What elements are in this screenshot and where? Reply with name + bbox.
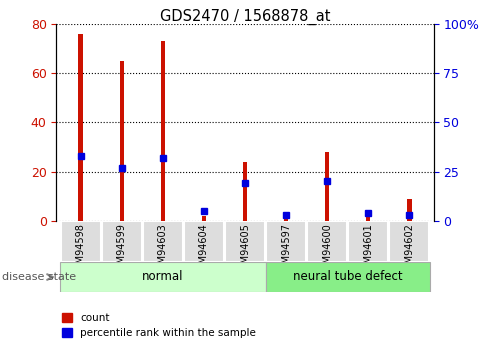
Text: GSM94599: GSM94599 [117, 223, 127, 276]
Text: normal: normal [142, 270, 184, 283]
FancyBboxPatch shape [348, 221, 388, 262]
Bar [284, 214, 289, 221]
FancyBboxPatch shape [225, 221, 265, 262]
FancyBboxPatch shape [267, 221, 306, 262]
Text: GSM94605: GSM94605 [240, 223, 250, 276]
Text: GSM94604: GSM94604 [199, 223, 209, 276]
Text: GSM94601: GSM94601 [363, 223, 373, 276]
Text: disease state: disease state [2, 272, 76, 282]
FancyBboxPatch shape [61, 221, 100, 262]
Legend: count, percentile rank within the sample: count, percentile rank within the sample [62, 313, 256, 338]
Bar [201, 216, 206, 221]
Bar [324, 152, 329, 221]
Bar [366, 214, 370, 221]
Bar [161, 41, 166, 221]
FancyBboxPatch shape [143, 221, 183, 262]
FancyBboxPatch shape [184, 221, 223, 262]
FancyBboxPatch shape [266, 262, 430, 292]
Text: GSM94598: GSM94598 [76, 223, 86, 276]
Bar [243, 162, 247, 221]
Bar [78, 34, 83, 221]
FancyBboxPatch shape [60, 262, 266, 292]
Bar [120, 61, 124, 221]
Text: GSM94597: GSM94597 [281, 223, 291, 276]
Text: GDS2470 / 1568878_at: GDS2470 / 1568878_at [160, 9, 330, 25]
Text: GSM94602: GSM94602 [404, 223, 414, 276]
FancyBboxPatch shape [390, 221, 429, 262]
FancyBboxPatch shape [102, 221, 142, 262]
Text: GSM94603: GSM94603 [158, 223, 168, 276]
Bar [407, 199, 412, 221]
FancyBboxPatch shape [307, 221, 347, 262]
Text: GSM94600: GSM94600 [322, 223, 332, 276]
Text: neural tube defect: neural tube defect [293, 270, 402, 283]
